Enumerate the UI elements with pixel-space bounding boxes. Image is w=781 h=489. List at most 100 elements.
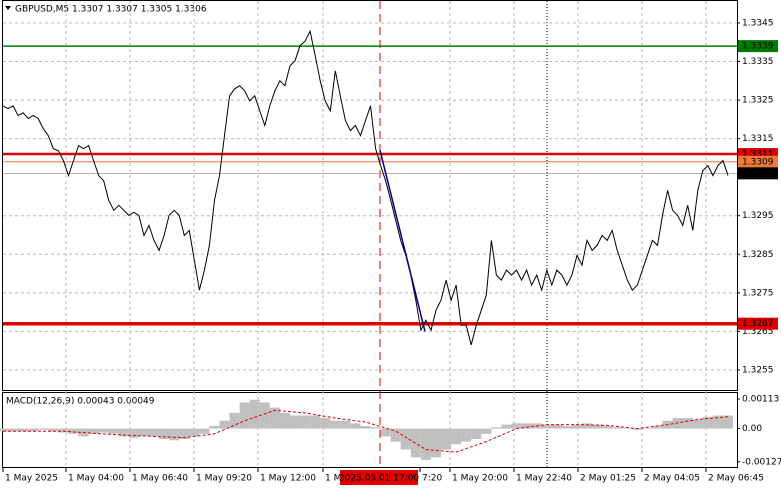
macd-bar (330, 420, 341, 429)
macd-bar (420, 428, 431, 460)
macd-bar (199, 428, 210, 434)
macd-bar (702, 416, 713, 429)
y-tick-label: 0.00113 (742, 395, 779, 405)
x-tick-label: 2 May 06:45 (708, 474, 764, 484)
price-line (2, 29, 729, 346)
macd-bar (370, 427, 381, 429)
signal-line (3, 409, 729, 453)
macd-bar (28, 428, 39, 432)
macd-bar (269, 407, 280, 429)
macd-bar (169, 428, 180, 441)
macd-bar (48, 428, 59, 432)
y-tick-label: 1.3275 (742, 288, 774, 298)
chart-title: GBPUSD,M5 1.3307 1.3307 1.3305 1.3306 (15, 5, 207, 15)
menu-icon (5, 6, 11, 10)
macd-bar (159, 428, 170, 440)
macd-bar (219, 420, 230, 429)
macd-title: MACD(12,26,9) 0.00043 0.00049 (6, 397, 155, 407)
y-tick-label: 1.3325 (742, 96, 774, 106)
macd-bar (602, 425, 613, 429)
macd-bar (592, 424, 603, 429)
level-label: 1.3267 (742, 319, 774, 329)
macd-bar (511, 423, 522, 429)
macd-bar (239, 402, 250, 429)
level-label: 1.3311 (742, 150, 774, 160)
macd-bar (259, 402, 270, 429)
macd-bar (249, 399, 260, 429)
marker-label-box (340, 470, 418, 485)
level-label: 1.3339 (742, 42, 774, 52)
trend-line (379, 150, 426, 332)
level-label-box (738, 167, 778, 180)
macd-bar (300, 415, 311, 429)
level-label: 1.3309 (742, 157, 774, 167)
macd-bar (58, 428, 69, 433)
macd-bar (279, 412, 290, 429)
marker-label: 2025.05.01 17:00 (339, 474, 420, 484)
x-tick-label: 2 May 04:05 (644, 474, 700, 484)
macd-bar (722, 415, 734, 429)
macd-bar (632, 428, 643, 430)
macd-bar (68, 428, 79, 434)
macd-bar (652, 425, 663, 429)
macd-bar (189, 428, 200, 437)
y-tick-label: 1.3315 (742, 134, 774, 144)
macd-bar (38, 428, 49, 430)
macd-bar (98, 428, 109, 433)
x-tick-label: 1 May 09:20 (196, 474, 252, 484)
level-label-box (738, 40, 778, 53)
macd-bar (471, 428, 482, 440)
macd-bar (108, 428, 119, 434)
macd-bar (400, 428, 411, 450)
macd-bar (18, 428, 29, 432)
x-tick-label: 1 M (325, 474, 341, 484)
macd-bar (501, 424, 512, 429)
macd-bar (380, 428, 391, 437)
macd-bar (320, 418, 331, 429)
macd-bar (581, 423, 593, 429)
macd-bar (571, 424, 582, 429)
price-pane (2, 0, 738, 391)
macd-bar (118, 428, 129, 437)
x-tick-label: 1 May 12:00 (260, 474, 316, 484)
y-tick-label: 1.3295 (742, 211, 774, 221)
y-tick-label: 1.3335 (742, 57, 774, 67)
macd-bar (209, 425, 220, 429)
macd-bar (451, 428, 462, 445)
level-label-box (738, 317, 778, 330)
y-tick-label: 1.3345 (742, 18, 774, 28)
macd-bar (8, 428, 19, 432)
y-tick-label: 1.3265 (742, 327, 774, 337)
macd-bar (340, 420, 351, 429)
macd-bar (289, 415, 301, 429)
x-tick-label: 1 May 2025 (5, 474, 58, 484)
macd-bar (682, 418, 693, 429)
x-tick-label: 1 May 06:40 (132, 474, 188, 484)
y-tick-label: 0.00 (742, 424, 762, 434)
macd-bar (350, 423, 361, 429)
macd-bar (138, 428, 150, 437)
x-tick-label: 2 May 01:25 (580, 474, 636, 484)
macd-bar (481, 428, 492, 434)
macd-bar (88, 428, 99, 434)
level-label-box (738, 155, 778, 168)
macd-bar (712, 415, 723, 429)
x-tick-label: 1 May 20:00 (452, 474, 508, 484)
macd-bar (410, 428, 421, 458)
macd-bar (612, 427, 623, 429)
macd-bar (430, 428, 442, 458)
macd-bar (521, 423, 532, 429)
macd-bar (541, 424, 552, 429)
macd-bar (229, 412, 240, 429)
macd-bar (310, 415, 321, 429)
macd-bar (622, 428, 633, 430)
macd-bar (360, 425, 371, 429)
macd-bar (149, 428, 160, 437)
macd-bar (179, 428, 190, 440)
y-tick-label: 1.3285 (742, 250, 774, 260)
macd-bar (128, 428, 139, 438)
x-tick-label: 7:20 (422, 474, 442, 484)
macd-bar (461, 428, 472, 442)
